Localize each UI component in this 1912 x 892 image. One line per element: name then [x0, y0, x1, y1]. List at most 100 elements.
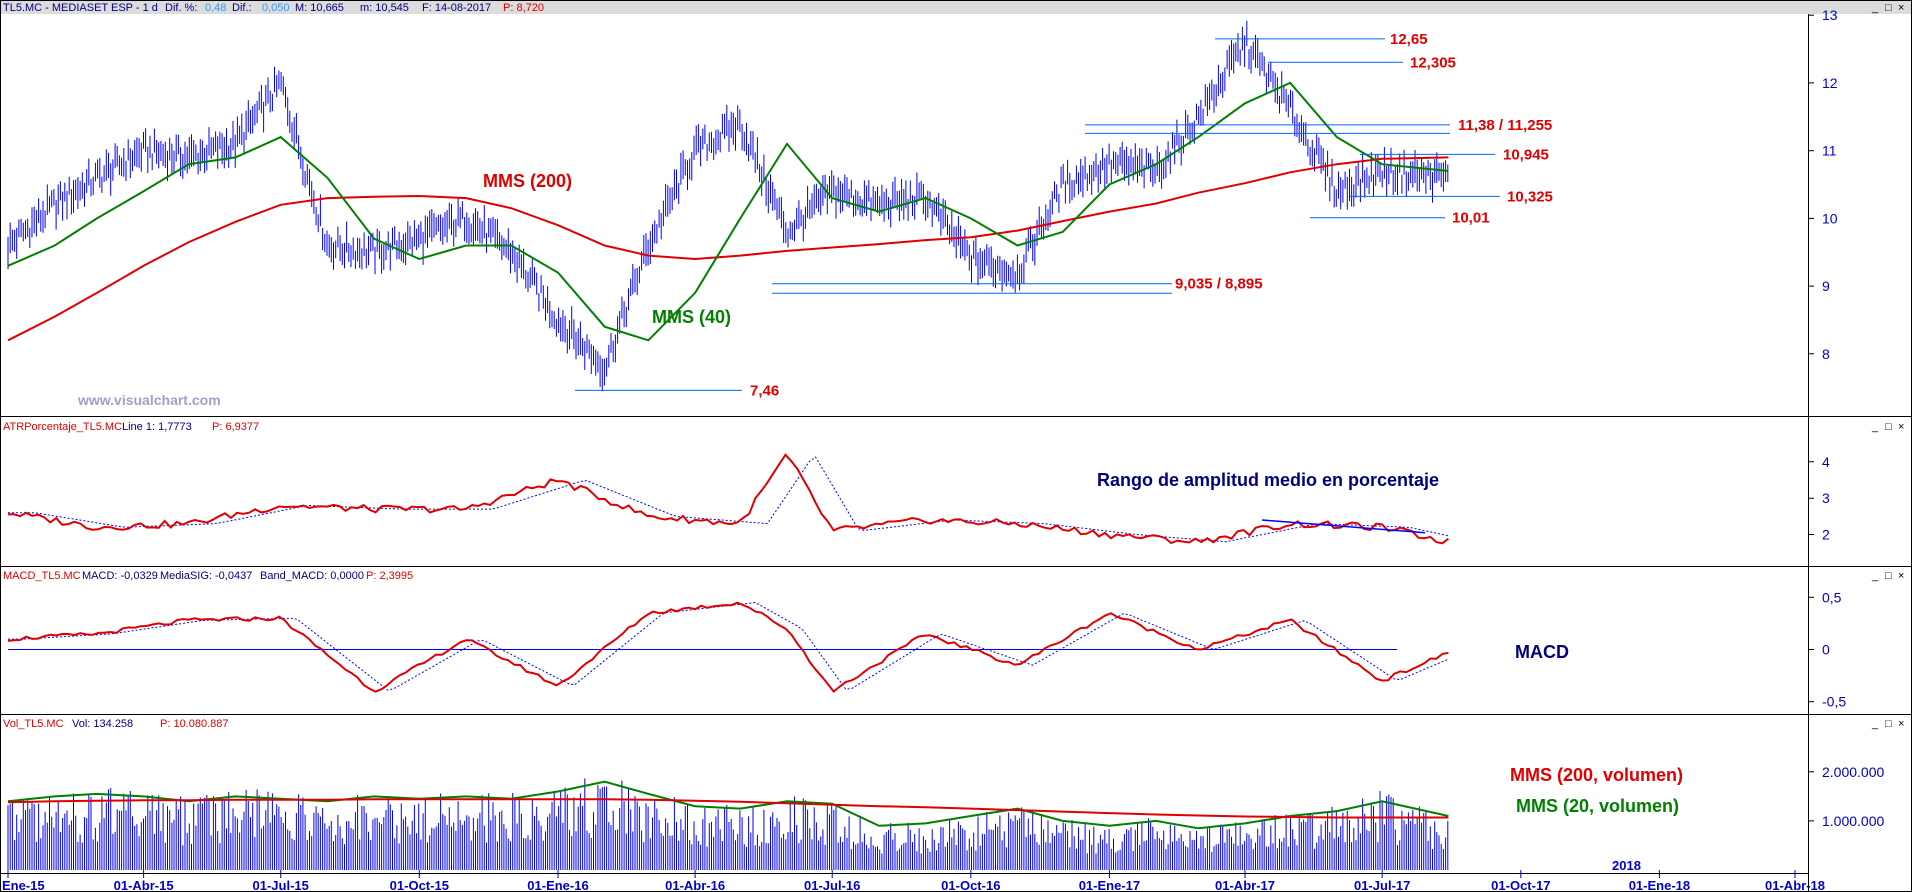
macd-line [7, 601, 1449, 694]
close-button[interactable]: × [1898, 718, 1904, 730]
price-panel-header: TL5.MC - MEDIASET ESP - 1 d Dif. %: 0,48… [1, 1, 1911, 14]
close-button[interactable]: × [1898, 2, 1904, 14]
y-tick-label: 2.000.000 [1822, 764, 1884, 780]
header-bar [1, 1, 1911, 14]
x-tick-label: 01-Ene-16 [527, 878, 588, 892]
vol-window-controls: _ □ × [1871, 718, 1904, 730]
level-label: 10,01 [1452, 210, 1490, 227]
x-tick-label: 01-Jul-15 [253, 878, 309, 892]
atr-panel-header: ATRPorcentaje_TL5.MC Line 1: 1,7773 P: 6… [3, 421, 259, 433]
y-tick-label: 4 [1822, 454, 1830, 470]
level-label: 10,945 [1503, 146, 1549, 163]
y-axis-ticks: 8 9 10 11 12 13 2 3 4 0,5 0 -0,5 1.000.000 2.000.000 [1808, 7, 1884, 829]
y-tick-label: 12 [1822, 75, 1838, 91]
macd-band-value: Band_MACD: 0,0000 [260, 570, 364, 582]
vol-mms200-annotation: MMS (200, volumen) [1510, 765, 1683, 785]
y-tick-label: -0,5 [1822, 694, 1846, 710]
y-tick-label: 9 [1822, 278, 1830, 294]
x-tick-label: 01-Abr-15 [114, 878, 174, 892]
level-label: 10,325 [1507, 188, 1553, 205]
macd-value: MACD: -0,0329 [82, 570, 158, 582]
atr-line [7, 453, 1450, 545]
vol-panel-header: Vol_TL5.MC Vol: 134.258 P: 10.080.887 [3, 718, 229, 730]
minimize-button[interactable]: _ [1871, 2, 1879, 14]
max-value: M: 10,665 [295, 2, 344, 14]
x-tick-label: 01-Abr-18 [1765, 878, 1825, 892]
level-label: 12,65 [1390, 31, 1428, 48]
minimize-button[interactable]: _ [1871, 421, 1879, 433]
vol-p-value: P: 10.080.887 [160, 718, 229, 730]
x-axis-ticks: Ene-15 01-Abr-15 01-Jul-15 01-Oct-15 01-Ene-… [2, 870, 1825, 892]
atr-panel-plot [7, 453, 1450, 545]
support-resistance-levels: 12,65 12,305 11,38 / 11,255 10,945 10,325 10,… [575, 31, 1553, 399]
volume-panel-plot [7, 778, 1449, 870]
dif-label: Dif.: [232, 2, 252, 14]
level-label: 11,38 / 11,255 [1458, 117, 1552, 134]
mms40-annotation: MMS (40) [652, 307, 731, 327]
dif-value: 0,050 [262, 2, 290, 14]
x-tick-label: 01-Abr-17 [1215, 878, 1275, 892]
x-tick-label: 01-Ene-18 [1629, 878, 1690, 892]
dif-pct-label: Dif. %: [165, 2, 197, 14]
minimize-button[interactable]: _ [1871, 718, 1879, 730]
close-button[interactable]: × [1898, 421, 1904, 433]
y-tick-label: 3 [1822, 490, 1830, 506]
y-tick-label: 0,5 [1822, 589, 1842, 605]
y-tick-label: 11 [1822, 143, 1837, 159]
maximize-button[interactable]: □ [1885, 570, 1892, 582]
x-tick-label: 01-Jul-16 [804, 878, 860, 892]
macd-window-controls: _ □ × [1871, 570, 1904, 582]
macd-name: MACD_TL5.MC [3, 570, 81, 582]
atr-trendline [1261, 519, 1426, 534]
vol-mms20-annotation: MMS (20, volumen) [1516, 796, 1679, 816]
level-label: 7,46 [750, 382, 779, 399]
macd-panel-header: MACD_TL5.MC MACD: -0,0329 MediaSIG: -0,0… [3, 570, 413, 582]
macd-p-value: P: 2,3995 [366, 570, 413, 582]
atr-signal-line [8, 456, 1449, 543]
symbol-label: TL5.MC - MEDIASET ESP - 1 d [3, 2, 158, 14]
y-tick-label: 13 [1822, 7, 1838, 23]
close-button[interactable]: × [1898, 570, 1904, 582]
maximize-button[interactable]: □ [1885, 718, 1892, 730]
macd-title-annotation: MACD [1515, 642, 1569, 662]
atr-line-value: Line 1: 1,7773 [122, 421, 192, 433]
macd-signal-line [8, 601, 1449, 691]
maximize-button[interactable]: □ [1885, 2, 1892, 14]
maximize-button[interactable]: □ [1885, 421, 1892, 433]
x-tick-label: 01-Oct-17 [1491, 878, 1550, 892]
level-label: 9,035 / 8,895 [1175, 276, 1263, 293]
p-value: P: 8,720 [503, 2, 544, 14]
vol-mms200-line [7, 798, 1449, 819]
x-tick-label: 01-Oct-16 [941, 878, 1000, 892]
minimize-button[interactable]: _ [1871, 570, 1879, 582]
mms40-line [7, 81, 1449, 342]
date-value: F: 14-08-2017 [422, 2, 491, 14]
macd-signal-value: MediaSIG: -0,0437 [160, 570, 252, 582]
mms200-annotation: MMS (200) [483, 171, 572, 191]
x-tick-label: 01-Ene-17 [1079, 878, 1140, 892]
x-tick-label: Ene-15 [2, 878, 45, 892]
level-label: 12,305 [1410, 54, 1456, 71]
vol-mms20-line [7, 780, 1449, 830]
vol-name: Vol_TL5.MC [3, 718, 64, 730]
x-tick-label: 01-Abr-16 [665, 878, 725, 892]
dif-pct-value: 0,48 [205, 2, 226, 14]
x-tick-label: 01-Jul-17 [1354, 878, 1410, 892]
y-tick-label: 10 [1822, 210, 1838, 226]
y-tick-label: 1.000.000 [1822, 813, 1884, 829]
year-marker: 2018 [1612, 858, 1641, 873]
atr-name: ATRPorcentaje_TL5.MC [3, 421, 122, 433]
atr-window-controls: _ □ × [1871, 421, 1904, 433]
y-tick-label: 0 [1822, 642, 1830, 658]
macd-panel-plot [7, 601, 1449, 694]
price-bars [7, 20, 1449, 392]
atr-p-value: P: 6,9377 [212, 421, 259, 433]
min-value: m: 10,545 [360, 2, 409, 14]
y-tick-label: 8 [1822, 346, 1830, 362]
x-tick-label: 01-Oct-15 [390, 878, 449, 892]
price-window-controls: _ □ × [1871, 2, 1904, 14]
price-moving-averages [7, 81, 1449, 342]
vol-value: Vol: 134.258 [72, 718, 133, 730]
